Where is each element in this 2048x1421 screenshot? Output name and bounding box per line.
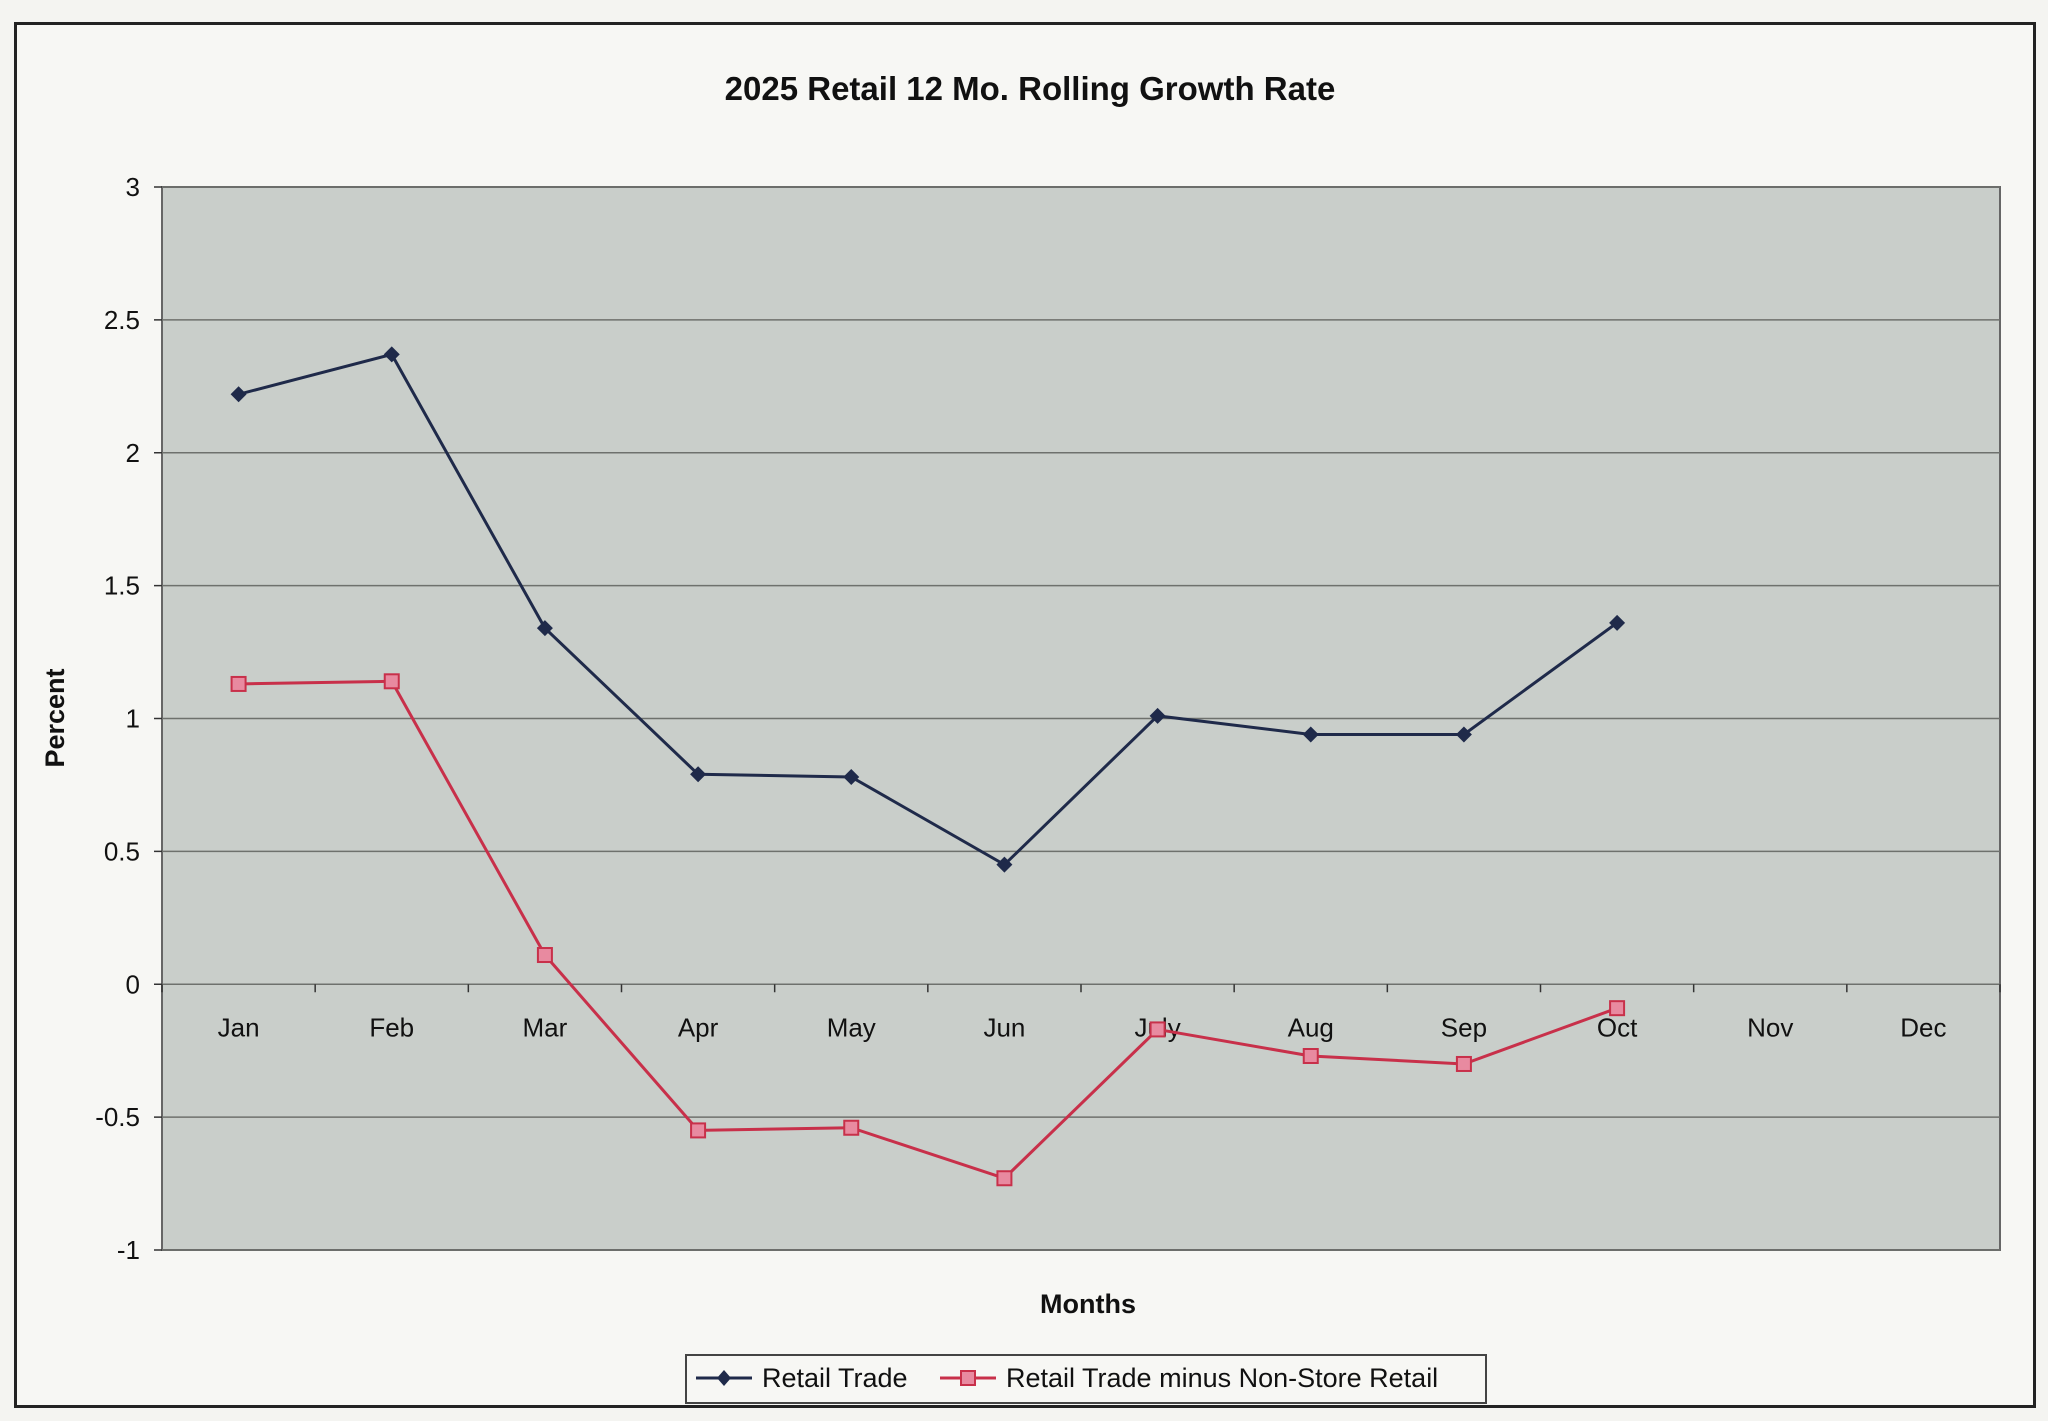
data-point (690, 1122, 707, 1139)
y-tick-label: -0.5 (95, 1102, 140, 1132)
y-axis-ticks: 3 2.5 2 1.5 1 0.5 0 -0.5 -1 (95, 172, 162, 1265)
data-point (1609, 1000, 1626, 1017)
legend-box (685, 1354, 1487, 1404)
data-point (843, 768, 860, 785)
x-tick-label: Jun (983, 1012, 1025, 1042)
data-point (1149, 707, 1166, 724)
y-tick-label: 0 (126, 969, 140, 999)
x-tick-label: Feb (369, 1012, 414, 1042)
x-axis-ticks: JanFebMarAprMayJunJulyAugSepOctNovDec (161, 984, 2001, 1042)
data-point (1149, 1021, 1166, 1038)
data-point (383, 673, 400, 690)
legend-label-retail-trade: Retail Trade (762, 1363, 908, 1393)
x-tick-label: Sep (1441, 1012, 1487, 1042)
x-tick-label: Dec (1900, 1012, 1946, 1042)
x-tick-label: Mar (523, 1012, 568, 1042)
y-tick-label: -1 (117, 1235, 140, 1265)
y-tick-label: 1 (126, 704, 140, 734)
data-point (996, 856, 1013, 873)
legend-label-retail-minus-nonstore: Retail Trade minus Non-Store Retail (1006, 1363, 1438, 1393)
data-point (996, 1170, 1013, 1187)
series-retail-minus-nonstore (230, 673, 1626, 1187)
x-axis-label: Months (1040, 1289, 1136, 1319)
series-layer (230, 346, 1626, 1187)
data-point (1302, 726, 1319, 743)
series-retail-trade (230, 346, 1626, 873)
y-tick-label: 1.5 (104, 571, 140, 601)
data-point (230, 675, 247, 692)
x-tick-label: May (827, 1012, 876, 1042)
gridlines (162, 186, 2000, 1251)
data-point (1609, 614, 1626, 631)
data-point (536, 620, 553, 637)
data-point (1302, 1048, 1319, 1065)
x-tick-label: Aug (1288, 1012, 1334, 1042)
y-axis-label: Percent (40, 668, 70, 767)
data-point (1455, 726, 1472, 743)
y-tick-label: 2 (126, 438, 140, 468)
legend-marker-retail-trade (717, 1370, 731, 1386)
y-tick-label: 3 (126, 172, 140, 202)
y-tick-label: 2.5 (104, 305, 140, 335)
data-point (1455, 1055, 1472, 1072)
x-tick-label: Oct (1597, 1012, 1638, 1042)
data-point (230, 386, 247, 403)
series-line (238, 679, 1618, 1180)
data-point (843, 1119, 860, 1136)
data-point (690, 766, 707, 783)
data-point (536, 947, 553, 964)
y-tick-label: 0.5 (104, 836, 140, 866)
series-line (238, 352, 1618, 867)
x-tick-label: Nov (1747, 1012, 1793, 1042)
x-tick-label: Jan (218, 1012, 260, 1042)
chart-title: 2025 Retail 12 Mo. Rolling Growth Rate (725, 70, 1336, 107)
legend-marker-retail-minus-nonstore (960, 1370, 976, 1386)
data-point (383, 346, 400, 363)
x-tick-label: Apr (678, 1012, 719, 1042)
legend: Retail Trade Retail Trade minus Non-Stor… (685, 1354, 1487, 1404)
